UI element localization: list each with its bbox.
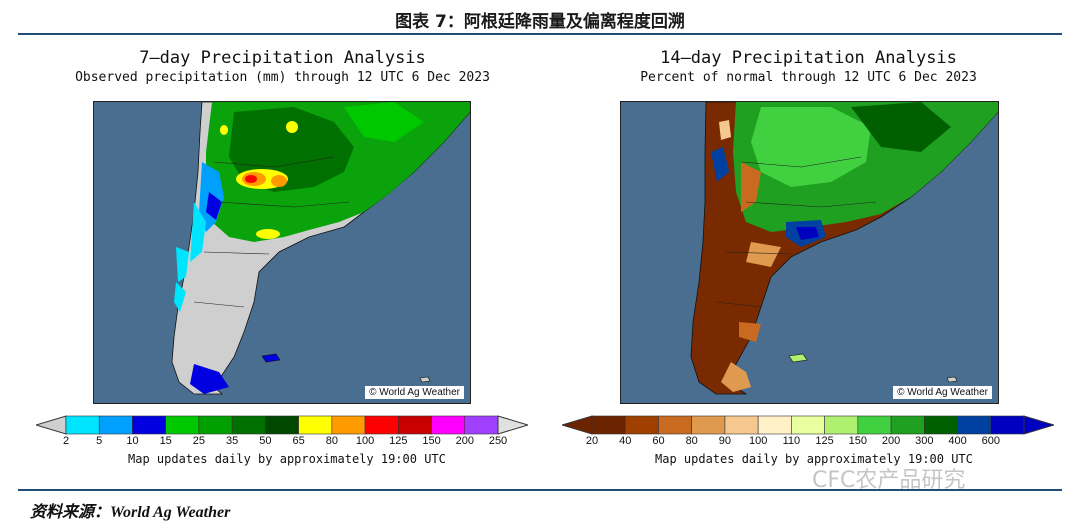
left-colorbar-label: 50 — [259, 435, 272, 447]
left-map-note: Map updates daily by approximately 19:00… — [128, 452, 446, 466]
right-colorbar-segment — [591, 415, 626, 435]
right-map-graphic — [621, 102, 998, 403]
right-colorbar: 20 40 60 80 90 100 110 125 150 200 300 400 600 — [560, 415, 1056, 449]
right-colorbar-label: 40 — [619, 435, 632, 447]
left-colorbar-segment — [98, 415, 133, 435]
right-map-subtitle: Percent of normal through 12 UTC 6 Dec 2… — [640, 70, 977, 85]
left-colorbar-label: 150 — [422, 435, 441, 447]
right-colorbar-segment — [824, 415, 859, 435]
right-map-credit: © World Ag Weather — [893, 386, 992, 399]
left-colorbar-segment — [265, 415, 299, 435]
left-colorbar-label: 15 — [159, 435, 172, 447]
right-colorbar-segment — [857, 415, 892, 435]
left-map-graphic — [94, 102, 470, 403]
top-rule — [18, 33, 1062, 35]
right-colorbar-segment — [791, 415, 825, 435]
right-colorbar-label: 100 — [748, 435, 768, 447]
left-map-subtitle: Observed precipitation (mm) through 12 U… — [75, 70, 490, 85]
left-colorbar: 2 5 10 15 25 35 50 65 80 100 125 150 200 250 — [34, 415, 530, 449]
right-colorbar-label: 20 — [585, 435, 599, 447]
left-colorbar-label: 80 — [325, 435, 338, 447]
left-colorbar-label: 250 — [488, 435, 508, 447]
right-colorbar-label: 600 — [981, 435, 1000, 447]
right-colorbar-label: 300 — [915, 435, 934, 447]
right-map-title: 14–day Precipitation Analysis — [660, 48, 957, 68]
left-precip-map: © World Ag Weather — [93, 101, 471, 404]
right-colorbar-segment — [957, 415, 992, 435]
right-colorbar-label: 60 — [652, 435, 665, 447]
left-map-credit: © World Ag Weather — [365, 386, 464, 399]
bottom-rule — [18, 489, 1062, 491]
left-colorbar-label: 25 — [192, 435, 206, 447]
left-colorbar-graphic — [34, 415, 530, 435]
right-colorbar-low-cap — [560, 415, 593, 435]
left-colorbar-label: 100 — [355, 435, 375, 447]
left-map-title: 7–day Precipitation Analysis — [139, 48, 426, 68]
left-colorbar-segment — [231, 415, 266, 435]
right-colorbar-label: 400 — [948, 435, 967, 447]
left-colorbar-high-cap — [497, 415, 530, 435]
left-colorbar-segment — [165, 415, 200, 435]
left-colorbar-segment — [298, 415, 333, 435]
right-percent-map: © World Ag Weather — [620, 101, 999, 404]
left-colorbar-label: 35 — [226, 435, 239, 447]
left-colorbar-segment — [198, 415, 233, 435]
left-map-heading: 7–day Precipitation Analysis Observed pr… — [40, 48, 525, 85]
right-colorbar-segment — [658, 415, 692, 435]
right-colorbar-segment — [691, 415, 726, 435]
left-colorbar-label: 125 — [389, 435, 408, 447]
right-colorbar-segment — [757, 415, 792, 435]
left-colorbar-label: 200 — [455, 435, 474, 447]
watermark: CFC农产品研究 — [812, 468, 966, 493]
right-colorbar-segment — [990, 415, 1025, 435]
left-colorbar-segment — [464, 415, 499, 435]
left-colorbar-label: 10 — [126, 435, 139, 447]
source-note: 资料来源：World Ag Weather — [30, 504, 231, 521]
right-map-heading: 14–day Precipitation Analysis Percent of… — [566, 48, 1051, 85]
left-colorbar-label: 65 — [292, 435, 305, 447]
right-colorbar-segment — [724, 415, 759, 435]
left-colorbar-segment — [398, 415, 432, 435]
left-colorbar-segment — [364, 415, 399, 435]
right-colorbar-label: 90 — [718, 435, 732, 447]
left-colorbar-segment — [331, 415, 366, 435]
right-colorbar-labels: 20 40 60 80 90 100 110 125 150 200 300 400 600 — [562, 435, 1054, 449]
left-colorbar-segment — [431, 415, 466, 435]
right-colorbar-label: 125 — [815, 435, 834, 447]
right-colorbar-segment — [890, 415, 925, 435]
right-colorbar-segment — [624, 415, 659, 435]
right-colorbar-label: 150 — [848, 435, 868, 447]
right-colorbar-graphic — [560, 415, 1056, 435]
figure-title: 图表 7：阿根廷降雨量及偏离程度回溯 — [395, 12, 685, 32]
left-colorbar-segment — [132, 415, 166, 435]
right-colorbar-label: 110 — [782, 435, 801, 447]
right-map-note: Map updates daily by approximately 19:00… — [655, 452, 973, 466]
left-colorbar-low-cap — [34, 415, 67, 435]
right-colorbar-label: 80 — [685, 435, 698, 447]
left-colorbar-labels: 2 5 10 15 25 35 50 65 80 100 125 150 200 250 — [36, 435, 528, 449]
right-colorbar-high-cap — [1023, 415, 1056, 435]
left-colorbar-segment — [65, 415, 100, 435]
right-colorbar-segment — [924, 415, 958, 435]
left-colorbar-label: 2 — [62, 435, 70, 447]
left-colorbar-label: 5 — [96, 435, 103, 447]
right-colorbar-label: 200 — [881, 435, 901, 447]
